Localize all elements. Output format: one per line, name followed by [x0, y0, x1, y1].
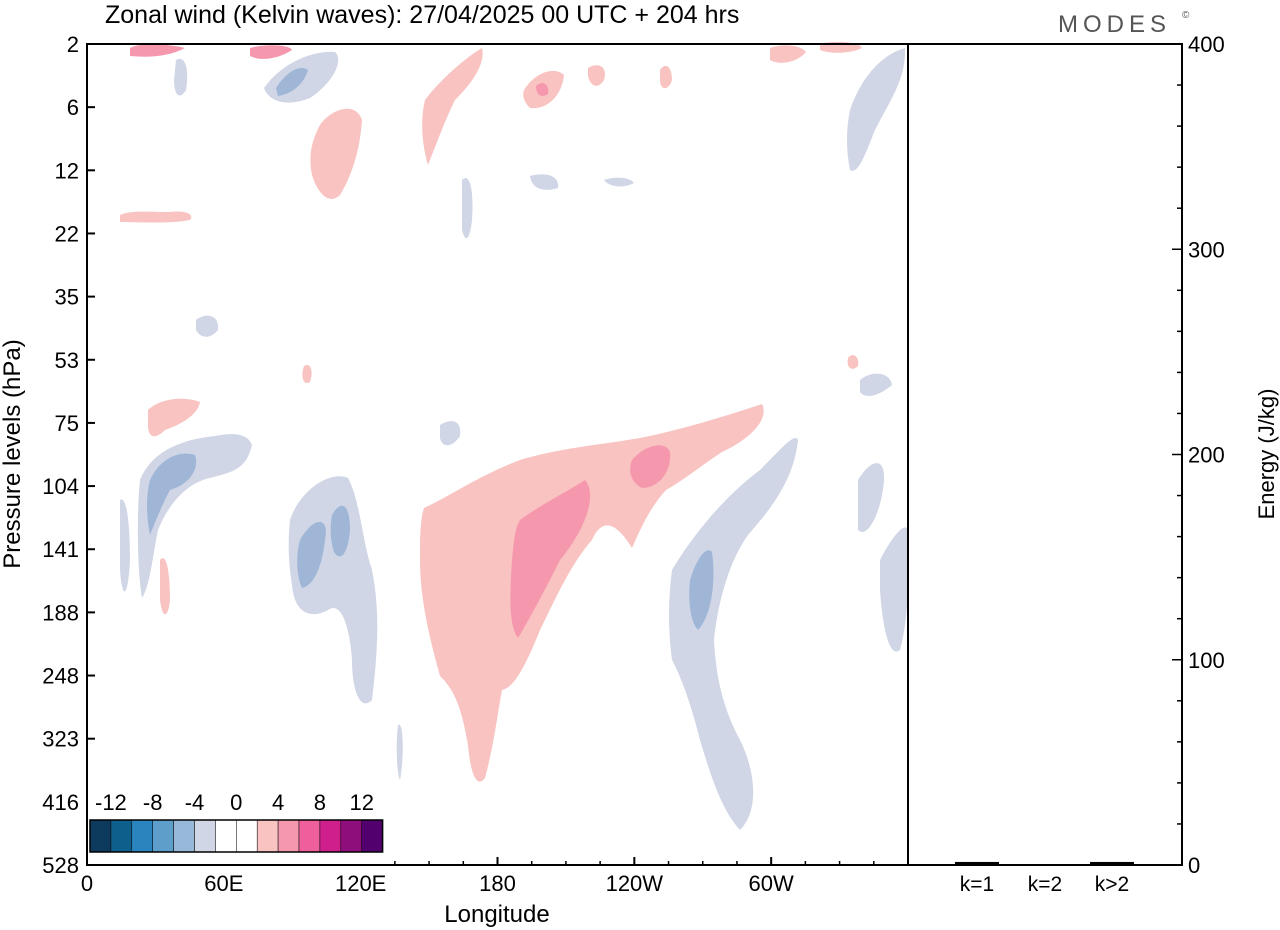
upper-positive-1: [310, 108, 362, 199]
pressure-tick-labels: 2 6 12 22 35 53 75 104 141 188 248 323 416 528: [42, 32, 79, 878]
pressure-tick-label: 22: [55, 221, 79, 246]
negative-anomaly-80w-core: [689, 550, 714, 630]
chart-title: Zonal wind (Kelvin waves): 27/04/2025 00…: [105, 1, 739, 29]
pressure-tick-label: 416: [42, 790, 79, 815]
legend-color-box: [194, 819, 216, 853]
pressure-tick-label: 188: [42, 600, 79, 625]
legend-color-box: [256, 819, 279, 853]
energy-panel-frame: [907, 43, 1183, 866]
upper-negative-2: [462, 174, 634, 239]
positive-anomaly-core: [510, 480, 591, 638]
legend-color-box: [173, 819, 195, 853]
energy-tick-label: 0: [1188, 853, 1200, 878]
positive-anomaly-east: [630, 445, 671, 488]
legend-label: 12: [349, 790, 373, 815]
color-legend: -12 -8 -4 0 4 8 12: [88, 786, 384, 864]
modes-logo: MODES: [1058, 11, 1171, 38]
wavenumber-label: k=1: [960, 873, 994, 896]
negative-anomaly-east-edge: [858, 463, 909, 652]
legend-box-frame: [89, 819, 384, 853]
positive-anomaly-main: [420, 404, 764, 782]
energy-tick-label: 100: [1188, 648, 1225, 673]
legend-label: 0: [230, 790, 242, 815]
longitude-tick-label: 0: [81, 871, 93, 896]
pressure-tick-label: 528: [42, 853, 79, 878]
energy-bar: [955, 861, 999, 864]
legend-color-boxes: [89, 819, 384, 853]
legend-color-box: [340, 819, 362, 853]
energy-axis-label: Energy (J/kg): [1254, 389, 1279, 520]
legend-color-box: [110, 819, 133, 853]
wavenumber-label: k=2: [1028, 873, 1062, 896]
negative-anomaly-west-core: [147, 453, 197, 535]
legend-label: -8: [143, 790, 163, 815]
legend-color-box: [298, 819, 321, 853]
wavenumber-labels: k=1 k=2 k>2: [960, 873, 1129, 896]
wavenumber-label: k>2: [1095, 873, 1129, 896]
longitude-tick-label: 120E: [335, 871, 386, 896]
pressure-tick-label: 75: [55, 411, 79, 436]
energy-tick-label: 400: [1188, 32, 1225, 57]
legend-color-box: [131, 819, 153, 853]
upper-negative-east: [847, 48, 906, 171]
energy-bar: [1090, 861, 1134, 864]
pressure-tick-label: 141: [42, 537, 79, 562]
negative-anomaly-120e: [288, 476, 378, 704]
energy-tick-marks: [1172, 43, 1182, 866]
pressure-tick-label: 35: [55, 285, 79, 310]
longitude-tick-labels: 0 60E 120E 180 120W 60W: [81, 871, 794, 896]
energy-bar: [1023, 864, 1067, 865]
legend-color-box: [361, 819, 383, 853]
energy-tick-label: 300: [1188, 237, 1225, 262]
energy-tick-labels: 0 100 200 300 400: [1188, 32, 1225, 878]
longitude-tick-label: 120W: [606, 871, 664, 896]
negative-anomaly-80w: [669, 438, 798, 830]
legend-labels: -12 -8 -4 0 4 8 12: [95, 790, 374, 815]
longitude-tick-label: 180: [479, 871, 516, 896]
pressure-tick-label: 53: [55, 348, 79, 373]
pressure-tick-label: 104: [42, 474, 79, 499]
legend-color-box: [152, 819, 174, 853]
legend-label: 8: [314, 790, 326, 815]
legend-color-box: [319, 819, 342, 853]
y-axis-label: Pressure levels (hPa): [0, 339, 26, 568]
upper-positive-2: [422, 48, 483, 165]
legend-label: -12: [95, 790, 127, 815]
wind-field: [120, 41, 909, 830]
pressure-tick-label: 12: [55, 158, 79, 183]
longitude-tick-label: 60E: [204, 871, 243, 896]
x-axis-label: Longitude: [444, 901, 549, 928]
pressure-tick-label: 6: [67, 95, 79, 120]
pressure-tick-label: 323: [42, 727, 79, 752]
energy-bars: [955, 861, 1134, 865]
legend-color-box: [236, 819, 258, 853]
pressure-tick-label: 248: [42, 664, 79, 689]
upper-negative-1-core: [276, 68, 308, 96]
upper-positive-core-small: [130, 44, 549, 96]
longitude-tick-label: 60W: [749, 871, 794, 896]
legend-label: -4: [185, 790, 205, 815]
copyright-mark: ©: [1182, 10, 1194, 21]
legend-label: 4: [272, 790, 284, 815]
pressure-tick-marks: [87, 43, 95, 866]
legend-color-box: [215, 819, 237, 853]
negative-anomaly-120e-core: [297, 505, 350, 588]
legend-color-box: [89, 819, 112, 853]
legend-color-box: [277, 819, 300, 853]
energy-tick-label: 200: [1188, 443, 1225, 468]
upper-positive-4: [148, 398, 200, 437]
pressure-tick-label: 2: [67, 32, 79, 57]
